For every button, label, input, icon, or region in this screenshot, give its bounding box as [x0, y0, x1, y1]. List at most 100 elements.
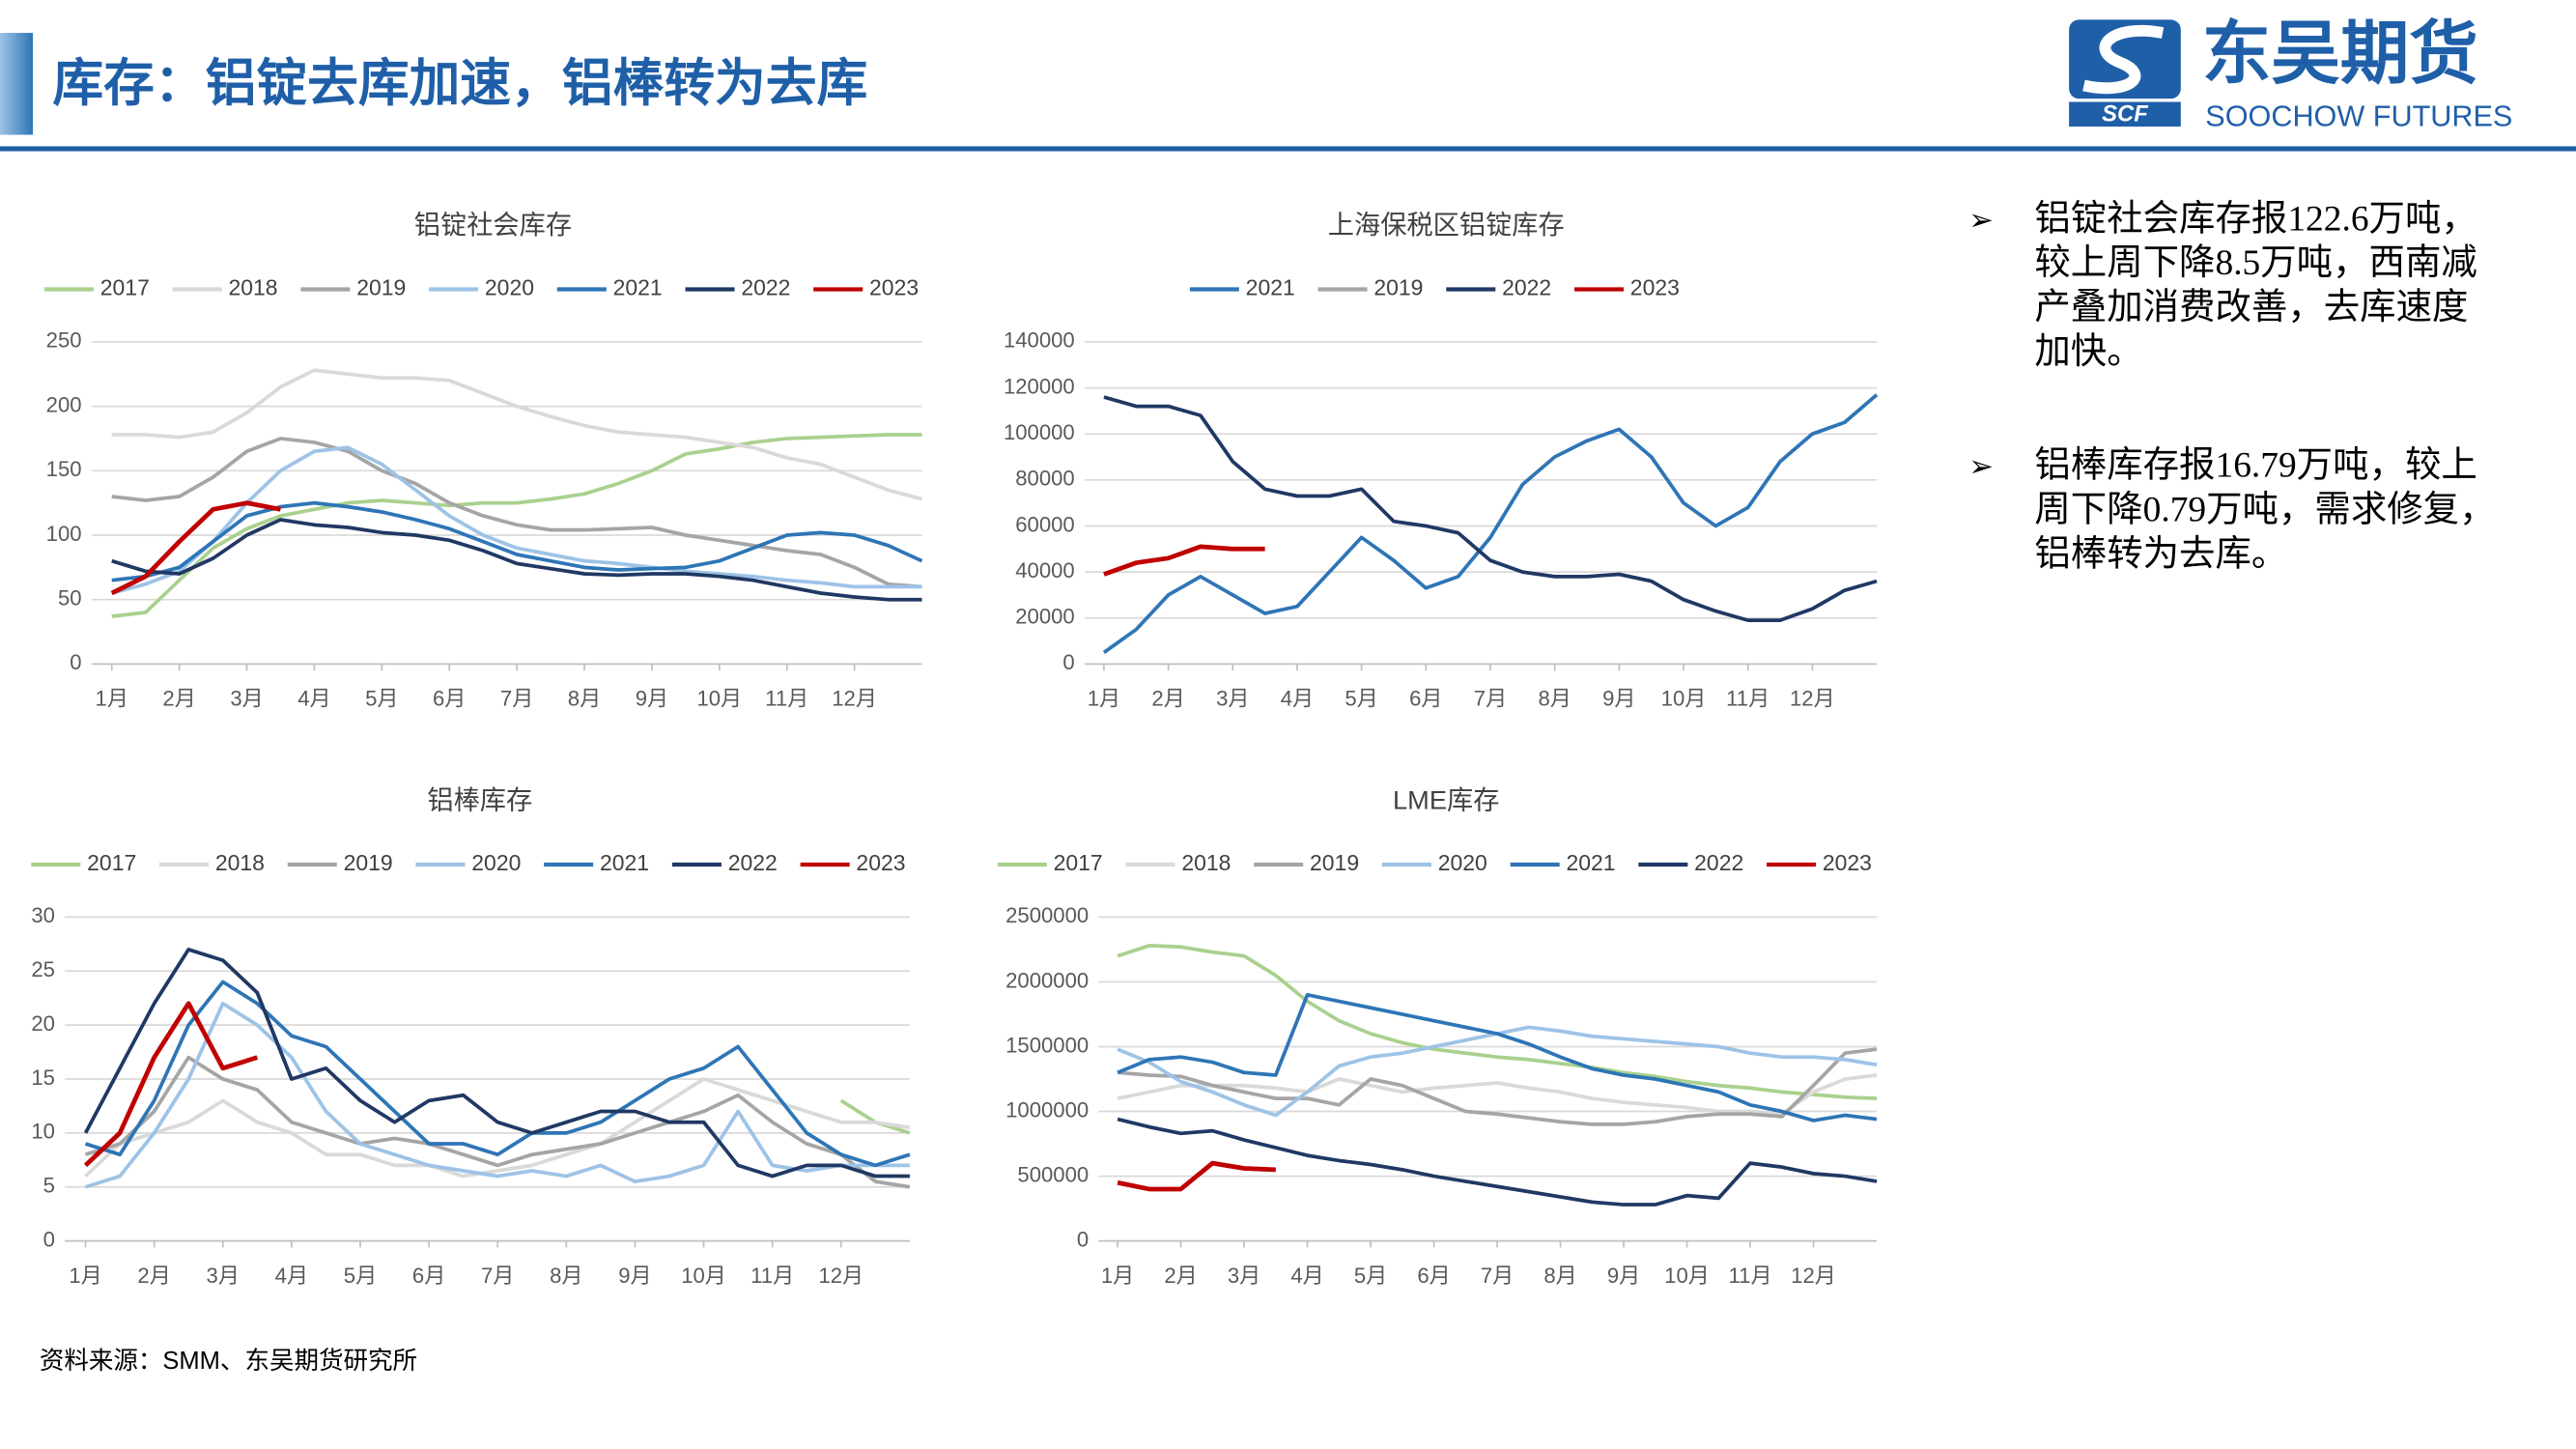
x-tick-label: 6月: [1409, 687, 1442, 711]
y-tick-label: 0: [1077, 1227, 1089, 1251]
source-note: 资料来源：SMM、东吴期货研究所: [40, 1348, 417, 1375]
y-tick-label: 15: [31, 1065, 55, 1090]
y-tick-label: 0: [70, 650, 81, 674]
x-tick-label: 9月: [618, 1264, 651, 1288]
y-tick-label: 40000: [1015, 558, 1074, 582]
x-tick-label: 2月: [1151, 687, 1184, 711]
series-line: [111, 433, 922, 618]
legend-label: 2020: [471, 850, 521, 875]
y-tick-label: 120000: [1004, 374, 1075, 398]
y-tick-label: 30: [31, 903, 55, 927]
y-tick-label: 250: [46, 328, 82, 353]
series-line: [111, 518, 922, 602]
x-tick-label: 8月: [1538, 687, 1571, 711]
chart: LME库存 0 500000 1000000 1500000 2000000 2500000…: [997, 784, 1878, 1288]
legend-label: 2023: [856, 850, 905, 875]
logo-bar: [2069, 101, 2181, 128]
x-tick-label: 3月: [207, 1264, 240, 1288]
series-line: [1117, 944, 1878, 1100]
bullet-line: 产叠加消费改善，去库速度: [2034, 287, 2468, 327]
bullet-line: 铝锭社会库存报122.6万吨，: [2034, 198, 2477, 239]
x-tick-label: 6月: [1417, 1264, 1450, 1288]
legend-label: 2021: [1246, 275, 1295, 300]
x-tick-label: 7月: [500, 687, 533, 711]
bullet-line: 铝棒库存报16.79万吨，较上: [2034, 445, 2477, 486]
x-tick-label: 5月: [344, 1264, 377, 1288]
y-tick-label: 0: [1062, 650, 1074, 674]
series-line: [111, 437, 922, 589]
header-accent: [0, 33, 34, 135]
y-tick-label: 2500000: [1005, 903, 1089, 927]
legend-label: 2019: [1373, 275, 1423, 300]
legend-label: 2023: [869, 275, 919, 300]
y-tick-label: 200: [46, 392, 82, 416]
x-tick-label: 1月: [96, 687, 128, 711]
y-tick-label: 1000000: [1005, 1097, 1089, 1122]
x-tick-label: 6月: [412, 1264, 445, 1288]
x-tick-label: 8月: [568, 687, 601, 711]
x-tick-label: 12月: [1791, 1264, 1836, 1288]
x-tick-label: 11月: [1726, 687, 1769, 711]
chart: 铝棒库存 0 5 10 15 20 25 30 1月 2月 3月 4月 5月 6月 7月 8月 9月 10月 11月…: [31, 784, 911, 1288]
bullet-line: 加快。: [2034, 332, 2142, 372]
series-line: [111, 500, 923, 582]
series-line: [1117, 1073, 1878, 1117]
chart-title: 铝锭社会库存: [414, 210, 572, 240]
bullet-arrow: ➢: [1968, 450, 1994, 483]
x-tick-label: 7月: [1474, 687, 1507, 711]
y-tick-label: 100000: [1004, 420, 1075, 444]
x-tick-label: 5月: [365, 687, 398, 711]
logo-english: SOOCHOW FUTURES: [2205, 100, 2512, 133]
x-tick-label: 7月: [1481, 1264, 1514, 1288]
y-tick-label: 1500000: [1005, 1033, 1089, 1057]
legend-label: 2022: [741, 275, 790, 300]
x-tick-label: 12月: [832, 687, 877, 711]
x-tick-label: 4月: [297, 687, 330, 711]
logo-mark: SCF: [2102, 100, 2149, 127]
series-line: [839, 1098, 911, 1135]
x-tick-label: 10月: [1664, 1264, 1710, 1288]
series-line: [83, 1001, 259, 1168]
series-line: [111, 368, 922, 501]
y-tick-label: 80000: [1015, 467, 1074, 491]
series-line: [1117, 1117, 1878, 1207]
x-tick-label: 2月: [1164, 1264, 1197, 1288]
legend-label: 2021: [600, 850, 649, 875]
bullet-line: 铝棒转为去库。: [2034, 533, 2287, 574]
chart: 上海保税区铝锭库存 0 20000 40000 60000 80000 100000 1200…: [1004, 210, 1879, 711]
y-tick-label: 5: [43, 1174, 55, 1198]
x-tick-label: 8月: [1543, 1264, 1576, 1288]
x-tick-label: 12月: [1790, 687, 1835, 711]
x-tick-label: 11月: [750, 1264, 794, 1288]
x-tick-label: 11月: [1729, 1264, 1772, 1288]
x-tick-label: 9月: [1607, 1264, 1640, 1288]
y-tick-label: 20: [31, 1011, 55, 1036]
y-tick-label: 10: [31, 1120, 55, 1144]
bullet-arrow: ➢: [1968, 204, 1994, 237]
legend-label: 2019: [356, 275, 406, 300]
y-tick-label: 50: [58, 586, 82, 611]
x-tick-label: 7月: [481, 1264, 514, 1288]
bullet-line: 周下降0.79万吨，需求修复，: [2034, 489, 2495, 529]
x-tick-label: 9月: [1602, 687, 1635, 711]
legend-label: 2018: [228, 275, 277, 300]
series-line: [84, 1055, 911, 1189]
y-tick-label: 140000: [1004, 328, 1075, 353]
x-tick-label: 9月: [636, 687, 668, 711]
legend-label: 2019: [1310, 850, 1359, 875]
legend-label: 2018: [215, 850, 265, 875]
series-line: [1102, 393, 1879, 654]
x-tick-label: 8月: [550, 1264, 582, 1288]
y-tick-label: 2000000: [1005, 968, 1089, 992]
x-tick-label: 1月: [69, 1264, 101, 1288]
legend-label: 2022: [1502, 275, 1551, 300]
x-tick-label: 3月: [1216, 687, 1249, 711]
series-line: [1103, 395, 1878, 623]
logo-name: 东吴期货: [2202, 15, 2478, 93]
legend-label: 2018: [1181, 850, 1231, 875]
logo: SCF 东吴期货 SOOCHOW FUTURES: [2069, 15, 2512, 133]
x-tick-label: 11月: [765, 687, 808, 711]
page-title: 库存：铝锭去库加速，铝棒转为去库: [52, 55, 867, 112]
x-tick-label: 3月: [1228, 1264, 1260, 1288]
